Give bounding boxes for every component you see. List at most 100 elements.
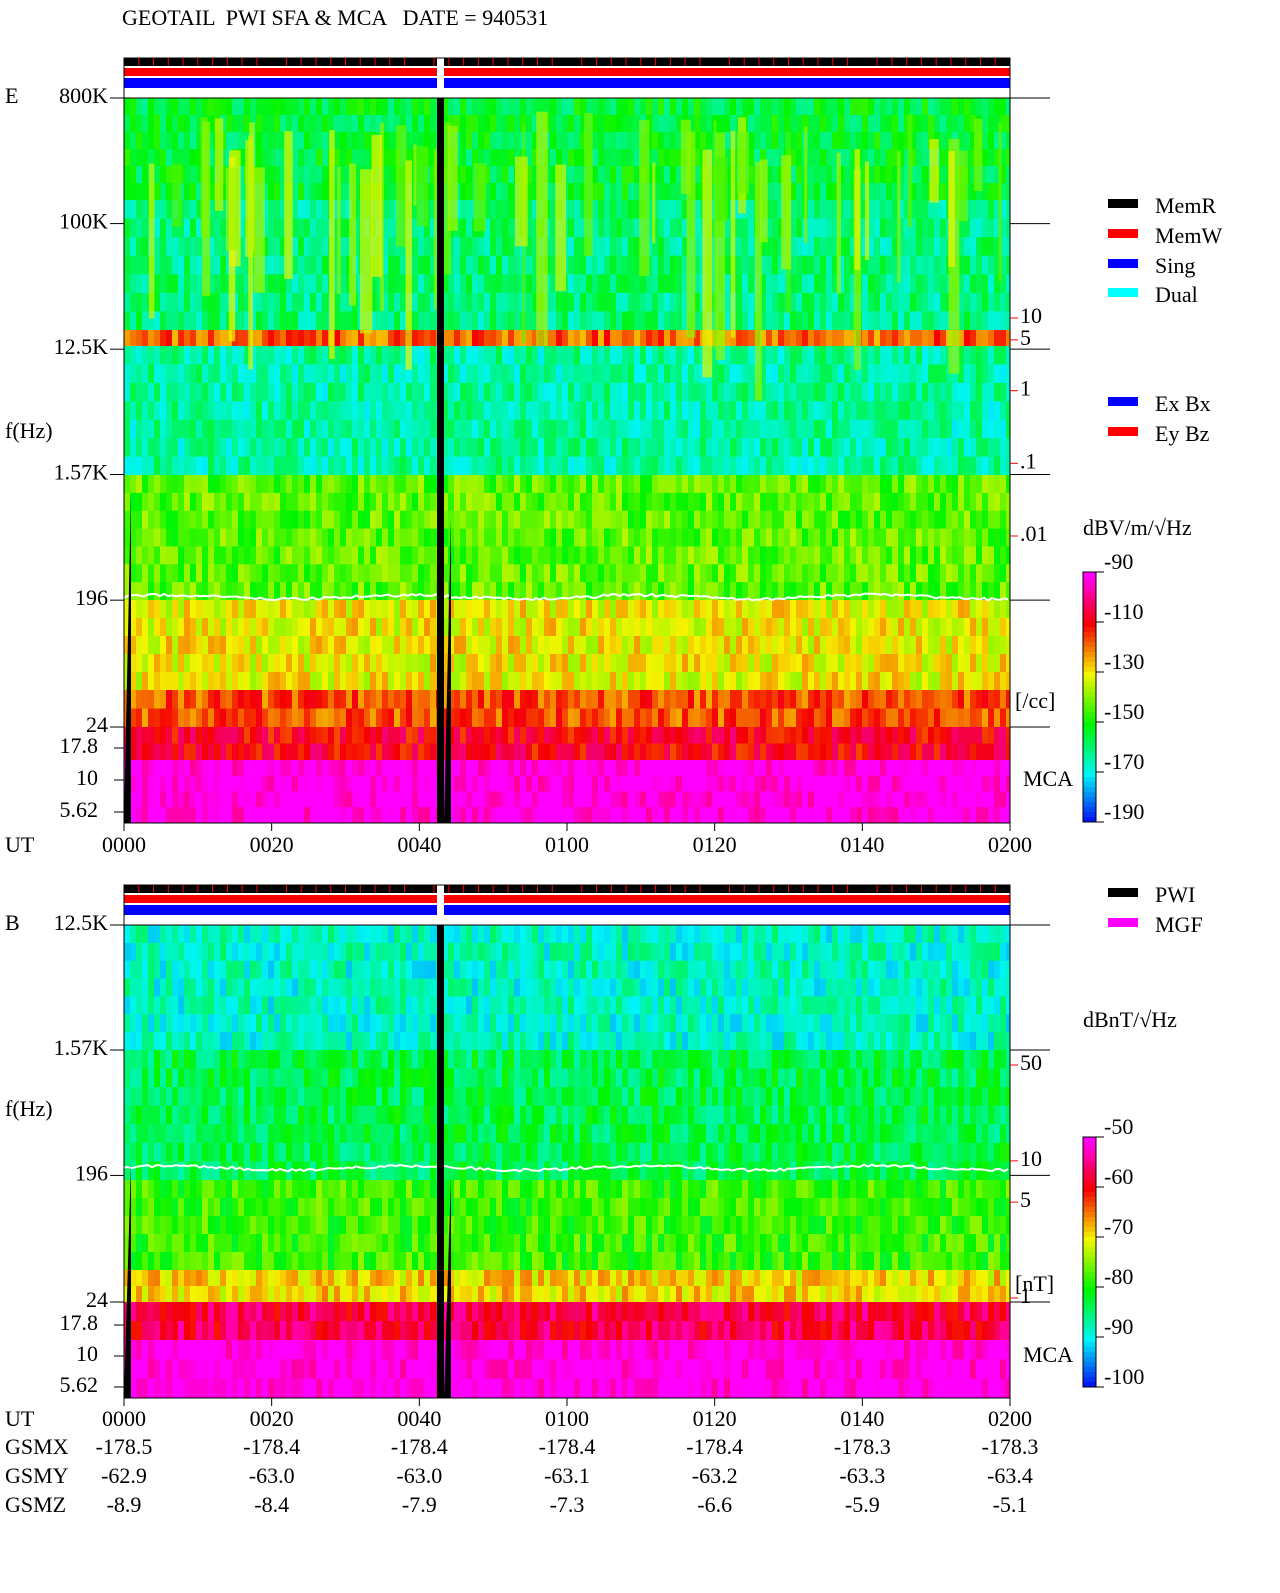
spectrogram-cell	[850, 600, 857, 619]
spectrogram-cell	[676, 618, 683, 637]
spectrogram-cell	[670, 791, 677, 808]
spectrogram-cell	[562, 775, 569, 792]
spectrogram-cell	[544, 791, 551, 808]
spectrogram-cell	[328, 618, 335, 637]
spectrogram-cell	[370, 115, 377, 133]
spectrogram-cell	[286, 672, 293, 691]
spectrogram-cell	[286, 98, 293, 116]
spectrogram-cell	[784, 654, 791, 673]
spectrogram-cell	[502, 438, 509, 458]
spectrogram-cell	[808, 132, 815, 150]
spectrogram-cell	[808, 255, 815, 275]
spectrogram-cell	[562, 510, 569, 530]
spectrogram-cell	[586, 775, 593, 792]
spectrogram-cell	[634, 582, 641, 601]
spectrogram-cell	[142, 618, 149, 637]
spectrogram-cell	[292, 582, 299, 601]
spectrogram-cell	[382, 166, 389, 184]
spectrogram-cell	[328, 807, 335, 824]
spectrogram-cell	[484, 166, 491, 184]
spectrogram-cell	[604, 743, 611, 761]
spectrogram-cell	[712, 618, 719, 637]
spectrogram-cell	[616, 582, 623, 601]
spectrogram-cell	[232, 330, 239, 347]
spectrogram-cell	[850, 475, 857, 494]
spectrogram-cell	[658, 600, 665, 619]
spectrogram-cell	[304, 672, 311, 691]
spectrogram-cell	[208, 654, 215, 673]
spectrogram-cell	[802, 346, 809, 365]
spectrogram-cell	[334, 807, 341, 824]
spectrogram-cell	[298, 183, 305, 201]
spectrogram-cell	[334, 401, 341, 421]
spectrogram-cell	[298, 546, 305, 565]
spectrogram-cell	[814, 438, 821, 458]
spectrogram-cell	[748, 311, 755, 331]
spectrogram-cell	[760, 401, 767, 421]
spectrogram-cell	[148, 115, 155, 133]
spectrogram-cell	[160, 743, 167, 761]
spectrogram-cell	[592, 654, 599, 673]
spectrogram-cell	[124, 132, 131, 150]
spectrogram-cell	[136, 255, 143, 275]
spectrogram-cell	[472, 475, 479, 494]
spectrogram-cell	[478, 672, 485, 691]
spectrogram-cell	[592, 582, 599, 601]
spectrogram-cell	[706, 672, 713, 691]
spectrogram-cell	[520, 775, 527, 792]
spectrogram-cell	[178, 618, 185, 637]
spectrogram-cell	[688, 456, 695, 476]
spectrogram-cell	[130, 456, 137, 476]
spectrogram-cell	[346, 582, 353, 601]
spectrogram-cell	[196, 401, 203, 421]
spectrogram-cell	[700, 419, 707, 439]
spectrogram-cell	[190, 618, 197, 637]
spectrogram-cell	[520, 382, 527, 402]
spectrogram-cell	[736, 510, 743, 530]
spectrogram-cell	[826, 255, 833, 275]
spectrogram-cell	[358, 438, 365, 458]
spectrogram-cell	[586, 311, 593, 331]
spectrogram-cell	[202, 475, 209, 494]
spectrogram-cell	[268, 183, 275, 201]
spectrogram-cell	[772, 475, 779, 494]
spectrogram-cell	[202, 98, 209, 116]
spectrogram-cell	[616, 98, 623, 116]
spectrogram-cell	[316, 330, 323, 347]
spectrogram-cell	[778, 528, 785, 547]
spectrogram-cell	[124, 183, 131, 201]
spectrogram-cell	[520, 760, 527, 777]
spectrogram-cell	[646, 708, 653, 728]
spectrogram-cell	[388, 346, 395, 365]
spectrogram-cell	[598, 475, 605, 494]
spectrogram-cell	[400, 672, 407, 691]
spectrogram-cell	[376, 636, 383, 655]
spectrogram-cell	[670, 149, 677, 167]
spectrogram-cell	[538, 419, 545, 439]
spectrogram-cell	[232, 438, 239, 458]
spectrogram-cell	[400, 528, 407, 547]
spectrogram-cell	[400, 807, 407, 824]
spectrogram-cell	[472, 456, 479, 476]
spectrogram-cell	[628, 274, 635, 294]
spectrogram-cell	[352, 807, 359, 824]
spectrogram-cell	[616, 330, 623, 347]
spectrogram-cell	[472, 401, 479, 421]
spectrogram-cell	[268, 760, 275, 777]
spectrogram-cell	[472, 807, 479, 824]
spectrogram-cell	[622, 475, 629, 494]
spectrogram-cell	[514, 274, 521, 294]
spectrogram-cell	[304, 510, 311, 530]
spectrogram-cell	[298, 364, 305, 384]
spectrogram-cell	[826, 346, 833, 365]
spectrogram-cell	[190, 115, 197, 133]
spectrogram-cell	[400, 274, 407, 294]
spectrogram-cell	[550, 528, 557, 547]
spectrogram-cell	[526, 636, 533, 655]
spectrogram-cell	[784, 807, 791, 824]
spectrogram-cell	[742, 618, 749, 637]
spectrogram-cell	[568, 546, 575, 565]
spectrogram-cell	[796, 419, 803, 439]
spectrogram-cell	[280, 564, 287, 583]
spectrogram-cell	[832, 200, 839, 220]
